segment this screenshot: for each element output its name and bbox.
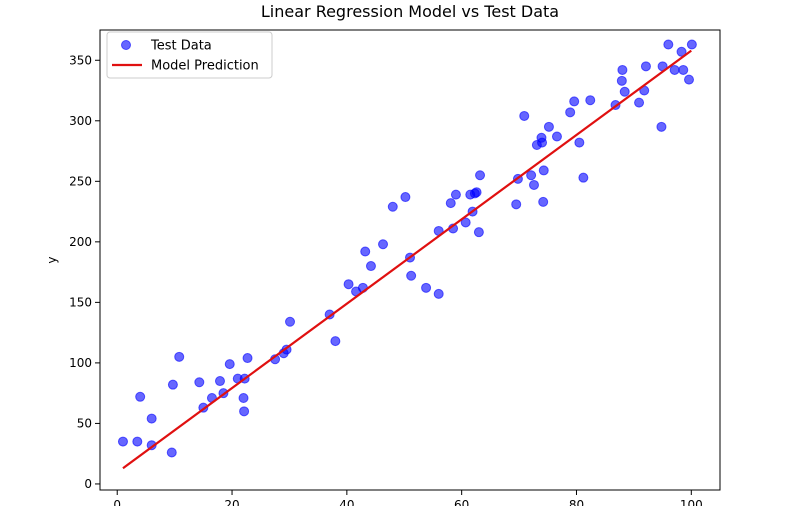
- data-point: [167, 379, 178, 390]
- y-tick-label: 0: [84, 477, 92, 491]
- data-point: [174, 351, 185, 362]
- data-point: [214, 376, 225, 387]
- y-tick-label: 150: [69, 295, 92, 309]
- data-point: [117, 436, 128, 447]
- data-point: [684, 74, 694, 85]
- chart-title: Linear Regression Model vs Test Data: [261, 2, 559, 21]
- x-tick-label: 20: [224, 498, 239, 506]
- data-point: [574, 137, 585, 148]
- y-tick-label: 350: [69, 53, 92, 67]
- data-point: [330, 336, 341, 347]
- data-point: [569, 96, 580, 107]
- y-axis: 0 50 100 150 200 250 300 350: [69, 53, 100, 491]
- data-point: [551, 131, 562, 142]
- data-point: [669, 64, 680, 75]
- data-point: [146, 413, 157, 424]
- data-point: [406, 270, 417, 281]
- series-layer: [117, 39, 697, 470]
- data-point: [132, 436, 143, 447]
- y-tick-label: 50: [77, 416, 92, 430]
- data-point: [538, 196, 549, 207]
- y-tick-label: 100: [69, 356, 92, 370]
- data-point: [686, 39, 697, 50]
- data-point: [224, 359, 235, 370]
- model-prediction-line: [122, 49, 692, 470]
- data-point: [678, 64, 689, 75]
- x-tick-label: 40: [339, 498, 354, 506]
- data-point: [194, 377, 205, 388]
- data-point: [239, 406, 250, 417]
- x-tick-label: 80: [569, 498, 584, 506]
- data-point: [343, 279, 354, 290]
- data-point: [537, 137, 548, 148]
- data-point: [511, 199, 522, 210]
- legend-label: Test Data: [150, 39, 212, 54]
- y-axis-label: y: [45, 256, 59, 263]
- data-point: [378, 239, 389, 250]
- data-point: [242, 353, 253, 364]
- data-point: [565, 107, 576, 118]
- data-point: [471, 187, 482, 198]
- legend-label: Model Prediction: [151, 59, 259, 74]
- y-tick-label: 200: [69, 235, 92, 249]
- data-point: [460, 217, 471, 228]
- data-point: [663, 39, 674, 50]
- data-point: [619, 86, 630, 97]
- legend: Test Data Model Prediction: [106, 31, 273, 79]
- data-point: [543, 121, 554, 132]
- legend-box: [106, 31, 273, 79]
- data-point: [365, 261, 376, 272]
- x-tick-label: 100: [680, 498, 703, 506]
- data-point: [578, 172, 589, 183]
- data-point: [450, 189, 461, 200]
- data-point: [166, 447, 177, 458]
- data-point: [634, 97, 645, 108]
- plot-area: [99, 29, 721, 491]
- y-tick-label: 250: [69, 174, 92, 188]
- data-point: [445, 198, 456, 209]
- legend-marker-test-data: [121, 40, 131, 50]
- data-point: [473, 227, 484, 238]
- data-point: [676, 46, 687, 57]
- x-axis: 0 20 40 60 80 100: [113, 490, 703, 506]
- data-point: [387, 201, 398, 212]
- data-point: [640, 61, 651, 72]
- x-tick-label: 60: [454, 498, 469, 506]
- y-tick-label: 300: [69, 114, 92, 128]
- data-point: [617, 64, 628, 75]
- data-point: [656, 121, 667, 132]
- data-point: [433, 288, 444, 299]
- data-point: [585, 95, 596, 106]
- data-point: [529, 179, 539, 190]
- data-point: [616, 75, 627, 86]
- data-point: [360, 246, 371, 257]
- data-point: [519, 110, 530, 121]
- data-point: [421, 282, 432, 293]
- data-point: [475, 170, 486, 181]
- data-point: [400, 192, 411, 203]
- data-point: [238, 393, 249, 403]
- data-point: [285, 316, 296, 327]
- data-point: [538, 165, 549, 176]
- data-point: [135, 391, 146, 402]
- x-tick-label: 0: [113, 498, 121, 506]
- data-point: [526, 170, 537, 181]
